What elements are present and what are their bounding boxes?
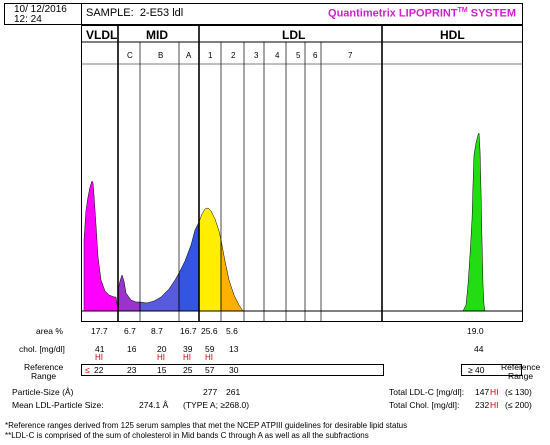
ref-hdl: ≥ 40 — [468, 365, 485, 375]
band-label-b: B — [158, 51, 164, 60]
chol-ldl1: 59 — [205, 344, 215, 354]
band-label-4: 4 — [275, 51, 280, 60]
chol-vldl: 41 — [95, 344, 105, 354]
total-ldl-label: Total LDL-C [mg/dl]: — [389, 387, 465, 397]
particle-size-ldl2: 261 — [226, 387, 241, 397]
mean-ldl-label: Mean LDL-Particle Size: — [12, 400, 104, 410]
particle-size-label: Particle-Size (Å) — [12, 387, 74, 397]
ref-vldl: 22 — [94, 365, 104, 375]
ref-mida: 25 — [183, 365, 193, 375]
header-date: 10/ 12/2016 — [14, 4, 67, 15]
ref-hdl-box — [461, 364, 522, 376]
system-name: Quantimetrix LIPOPRINT — [328, 7, 458, 20]
chol-label: chol. [mg/dl] — [19, 344, 65, 354]
system-suffix: SYSTEM — [467, 7, 516, 20]
mean-ldl-type: (TYPE A; ≥268.0) — [183, 400, 250, 410]
mida-peak — [178, 221, 200, 312]
total-ldl-hi: HI — [490, 387, 499, 397]
area-ldl1: 25.6 — [201, 326, 218, 336]
vldl-peak — [83, 180, 119, 312]
header-sample-bar: SAMPLE: 2-E53 ldl Quantimetrix LIPOPRINT… — [81, 3, 523, 25]
total-ldl-ref: (≤ 130) — [505, 387, 532, 397]
hi-flag-vldl: HI — [95, 353, 103, 362]
chol-hdl: 44 — [474, 344, 484, 354]
hi-flag-midb: HI — [157, 353, 165, 362]
ref-label-left-1: Reference — [24, 362, 64, 372]
ref-midb: 15 — [157, 365, 167, 375]
header-time: 12: 24 — [14, 14, 42, 25]
ldl2-peak — [220, 239, 244, 312]
hi-flag-ldl1: HI — [205, 353, 213, 362]
band-label-2: 2 — [231, 51, 236, 60]
particle-size-ldl1: 277 — [203, 387, 218, 397]
chol-midc: 16 — [127, 344, 137, 354]
ref-label-right-1: Reference — [501, 362, 541, 372]
group-label-mid: MID — [146, 28, 168, 42]
hi-flag-mida: HI — [183, 353, 191, 362]
footnote-2: **LDL-C is comprised of the sum of chole… — [5, 431, 369, 440]
band-label-c: C — [127, 51, 133, 60]
ref-label-right-2: Range — [508, 371, 534, 381]
header-datetime: 10/ 12/2016 12: 24 — [4, 3, 82, 25]
total-chol-hi: HI — [490, 400, 499, 410]
footnote-1: *Reference ranges derived from 125 serum… — [5, 421, 408, 430]
total-chol-ref: (≤ 200) — [505, 400, 532, 410]
total-ldl-value: 147 — [475, 387, 490, 397]
ref-ldl2: 30 — [229, 365, 239, 375]
mean-ldl-value: 274.1 Å — [139, 400, 169, 410]
ref-midc: 23 — [127, 365, 137, 375]
ref-vldl-symbol: ≤ — [85, 365, 90, 375]
hdl-peak — [462, 132, 486, 312]
chol-midb: 20 — [157, 344, 167, 354]
electrophoresis-plot — [81, 25, 523, 322]
band-lines — [139, 42, 322, 322]
group-label-hdl: HDL — [440, 28, 465, 42]
group-boundaries — [117, 25, 383, 322]
area-midc: 6.7 — [124, 326, 136, 336]
ref-range-box — [81, 364, 384, 376]
group-label-vldl: VLDL — [86, 28, 118, 42]
group-label-ldl: LDL — [282, 28, 306, 42]
total-chol-value: 232 — [475, 400, 490, 410]
chol-mida: 39 — [183, 344, 193, 354]
area-vldl: 17.7 — [91, 326, 108, 336]
ldl1-peak — [198, 207, 222, 312]
chol-ldl2: 13 — [229, 344, 239, 354]
band-label-5: 5 — [296, 51, 301, 60]
area-mida: 16.7 — [180, 326, 197, 336]
sample-label: SAMPLE: — [86, 7, 134, 19]
ref-ldl1: 57 — [205, 365, 215, 375]
band-label-7: 7 — [348, 51, 353, 60]
area-ldl2: 5.6 — [226, 326, 238, 336]
band-label-3: 3 — [254, 51, 259, 60]
midc-peak — [117, 274, 141, 312]
band-label-1: 1 — [208, 51, 213, 60]
area-midb: 8.7 — [151, 326, 163, 336]
plot-svg — [81, 25, 523, 322]
band-label-6: 6 — [313, 51, 318, 60]
total-chol-label: Total Chol. [mg/dl]: — [389, 400, 460, 410]
midb-peak — [139, 272, 180, 312]
ref-label-left-2: Range — [31, 371, 57, 381]
band-label-a: A — [186, 51, 192, 60]
sample-id: 2-E53 ldl — [139, 7, 184, 19]
area-label: area % — [36, 326, 63, 336]
area-hdl: 19.0 — [467, 326, 484, 336]
system-tm: TM — [457, 7, 468, 14]
system-title: Quantimetrix LIPOPRINTTM SYSTEM — [328, 7, 516, 20]
